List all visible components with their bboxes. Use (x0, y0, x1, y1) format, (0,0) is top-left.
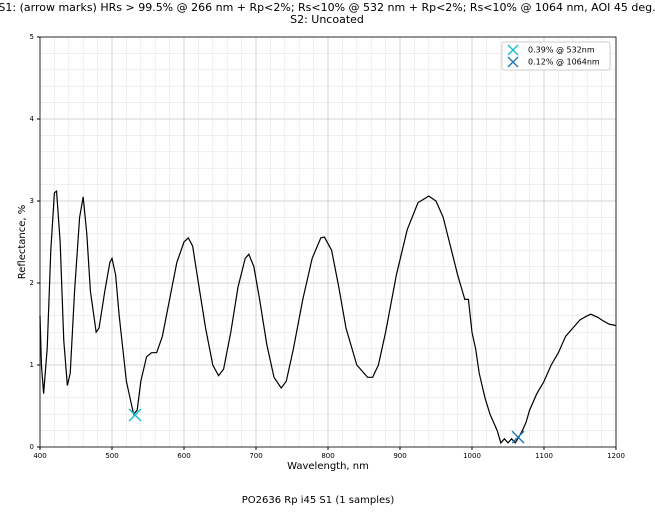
legend-label: 0.12% @ 1064nm (528, 58, 600, 67)
legend-swatch (507, 56, 519, 68)
x-tick-label: 600 (177, 452, 190, 460)
x-tick-label: 800 (321, 452, 334, 460)
y-tick-label: 4 (30, 115, 35, 123)
y-tick-label: 5 (30, 33, 34, 41)
data-line (39, 190, 617, 445)
marker-shape (128, 408, 142, 422)
x-tick-label: 1200 (607, 452, 625, 460)
x-tick-label: 400 (33, 452, 46, 460)
y-tick-label: 1 (30, 361, 34, 369)
legend-label: 0.39% @ 532nm (528, 46, 595, 55)
chart-title: S1: (arrow marks) HRs > 99.5% @ 266 nm +… (0, 1, 655, 14)
x-tick-label: 1000 (463, 452, 481, 460)
chart-subtitle: S2: Uncoated (290, 13, 364, 26)
x-tick-label: 500 (105, 452, 118, 460)
marker (511, 430, 525, 444)
legend-box (501, 41, 611, 71)
x-tick-label: 900 (393, 452, 406, 460)
x-tick-label: 700 (249, 452, 262, 460)
caption: PO2636 Rp i45 S1 (1 samples) (242, 495, 395, 506)
marker (128, 408, 142, 422)
legend-swatch (507, 44, 519, 56)
marker-shape (511, 430, 525, 444)
y-axis-label: Reflectance, % (17, 205, 28, 280)
y-tick-label: 0 (30, 443, 34, 451)
x-tick-label: 1100 (535, 452, 553, 460)
plot-frame (39, 36, 617, 448)
y-tick-label: 3 (30, 197, 34, 205)
x-axis-label: Wavelength, nm (287, 461, 369, 472)
y-tick-label: 2 (30, 279, 34, 287)
